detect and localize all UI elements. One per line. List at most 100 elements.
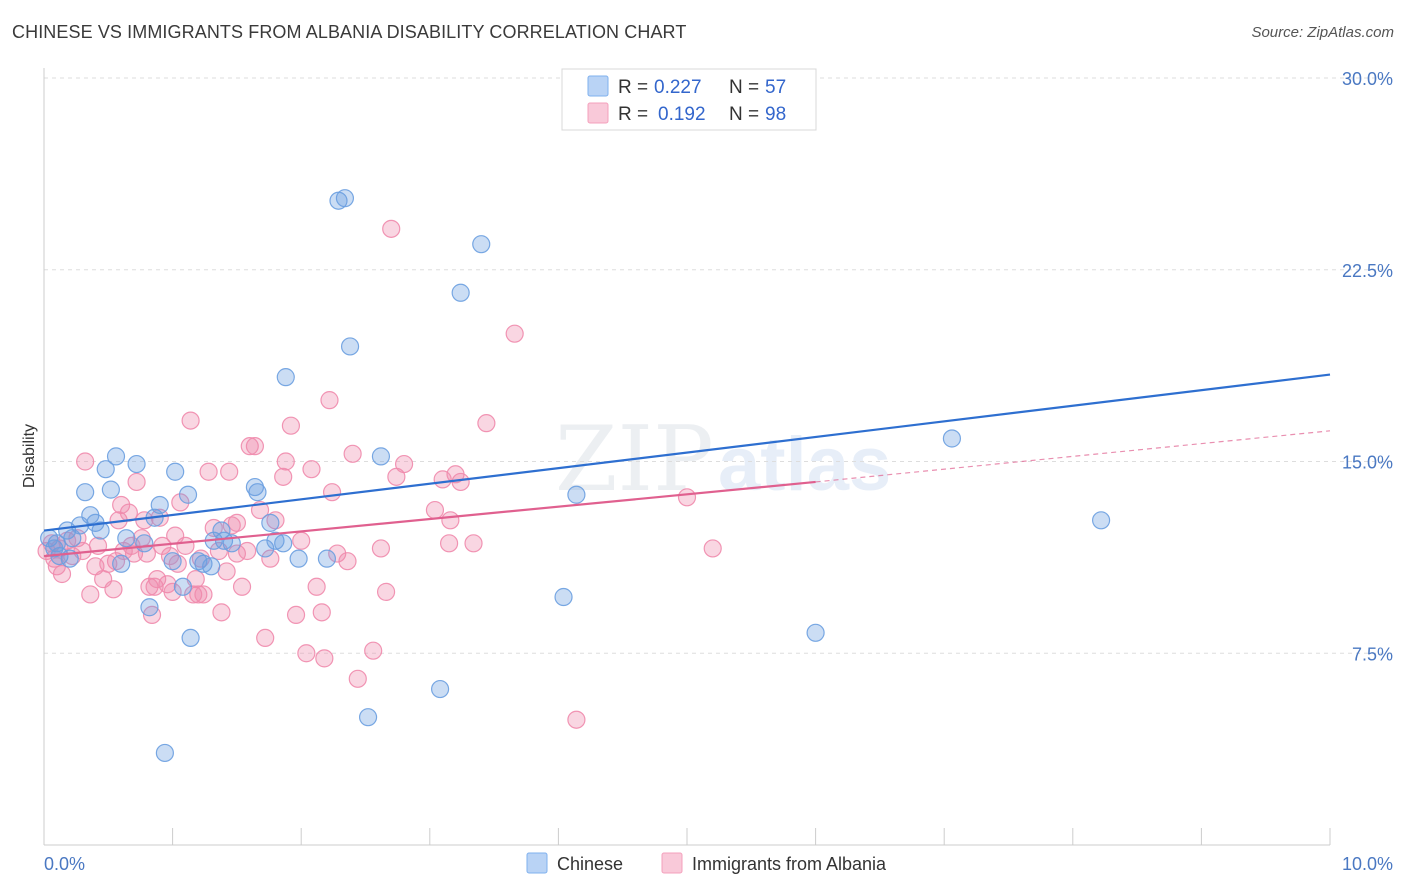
albania-point [245,437,265,456]
albania-point [52,564,72,584]
albania-point [297,644,316,663]
albania-point [292,531,311,550]
albania-point [382,219,401,238]
albania-point [441,511,460,530]
x-tick-label-min: 0.0% [44,854,85,874]
chinese-point [274,534,293,553]
chinese-point [202,557,221,576]
chinese-point [155,743,174,763]
chinese-point [554,587,573,607]
albania-point [261,549,280,568]
legend-r-label-chinese: R = [618,77,648,98]
chart-title: CHINESE VS IMMIGRANTS FROM ALBANIA DISAB… [12,22,687,42]
chinese-point [472,235,491,254]
x-tick-label-max: 10.0% [1342,854,1393,874]
albania-point [320,391,339,410]
chinese-point [451,283,470,302]
albania-point [315,649,334,668]
watermark: ZIP atlas [555,407,891,512]
albania-point [567,710,586,729]
albania-point [464,534,483,553]
y-tick-label: 7.5% [1352,644,1393,664]
y-axis-label: Disability [21,424,38,488]
albania-point [171,493,190,512]
albania-point [425,500,445,520]
chinese-point [261,513,280,532]
chinese-point [112,554,131,573]
albania-point [376,582,396,601]
source-attribution: Source: ZipAtlas.com [1251,24,1394,41]
albania-point [176,536,195,555]
albania-point [81,585,100,604]
albania-point [76,452,95,471]
legend-r-value-chinese: 0.227 [654,77,702,98]
chinese-point [358,708,378,727]
chinese-point [101,480,120,499]
chinese-point [317,549,337,568]
albania-point [217,562,236,581]
chinese-point [117,529,136,548]
albania-point [281,416,301,435]
albania-point [266,511,285,530]
albania-point [63,546,82,566]
albania-point [394,454,414,474]
albania-point [322,483,342,502]
legend-n-value-chinese: 57 [765,77,786,98]
chinese-point [96,460,115,479]
albania-point [127,472,146,492]
bottom-legend-swatch-albania [661,852,683,874]
albania-point [191,549,210,568]
albania-point [286,605,306,625]
albania-point [232,577,252,596]
chinese-point [1091,511,1111,530]
gridlines [44,77,1392,654]
y-tick-labels: 7.5% 15.0% 22.5% 30.0% [1342,69,1393,664]
watermark-atlas: atlas [718,422,891,507]
albania-point [312,603,331,622]
bottom-legend: Chinese Immigrants from Albania [526,852,887,874]
albania-point [220,462,239,481]
albania-point [148,570,167,589]
albania-point [477,414,496,433]
y-tick-label: 22.5% [1342,261,1393,281]
albania-point [439,534,459,553]
albania-point [364,641,383,660]
albania-point [371,539,391,558]
y-tick-label: 30.0% [1342,69,1393,89]
albania-trend-line [43,480,816,558]
chinese-point [806,623,825,642]
chinese-trend-line [43,373,1331,532]
albania-point [168,554,187,573]
chinese-point [178,485,198,504]
legend-r-label-albania: R = [618,104,648,125]
albania-point [160,546,180,566]
albania-point [703,539,722,558]
albania-point [338,552,357,571]
albania-point [307,577,326,596]
chinese-point [150,495,169,515]
chinese-point [135,534,154,553]
chinese-point [166,462,185,481]
albania-point [189,585,208,604]
legend-n-label-albania: N = [729,104,759,125]
series-albania-points [37,219,722,729]
albania-point [348,669,367,688]
chinese-point [91,521,110,540]
chinese-point [430,679,450,699]
trend-lines [43,373,1331,558]
chinese-point [181,628,200,648]
y-tick-label: 15.0% [1342,453,1393,473]
chinese-point [340,337,360,356]
chinese-point [335,189,355,208]
albania-point [276,452,295,471]
chinese-point [140,598,159,617]
chinese-point [248,483,267,502]
legend-box: R = 0.227 N = 57 R = 0.192 N = 98 [561,68,817,131]
albania-point [194,585,213,604]
albania-point [240,437,259,456]
albania-point [256,628,275,648]
legend-r-value-albania: 0.192 [658,104,706,125]
albania-point [222,516,241,535]
chinese-point [106,447,126,466]
